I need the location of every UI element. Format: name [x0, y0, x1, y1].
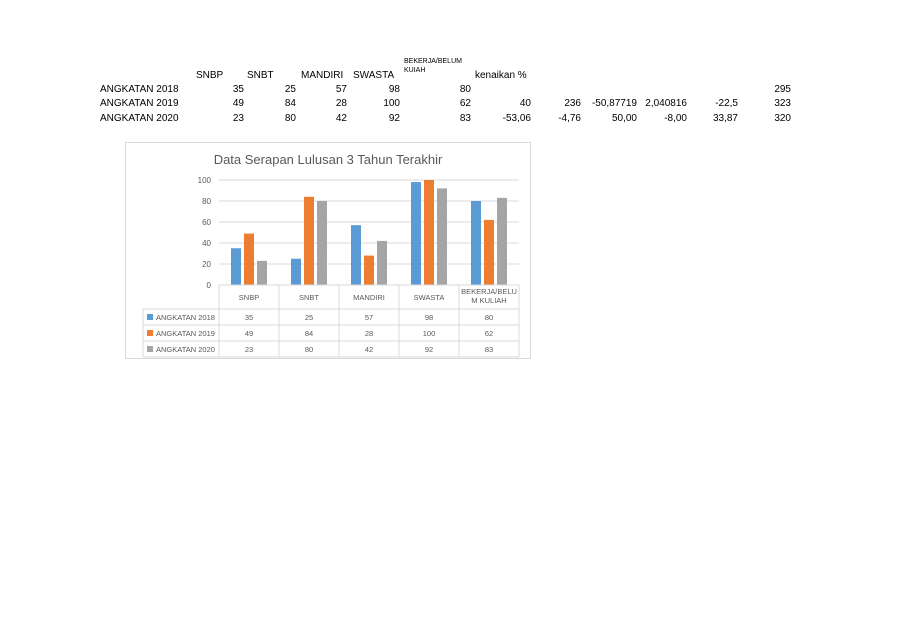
cell-value: 62	[459, 98, 471, 109]
cell-change: -22,5	[715, 98, 738, 109]
bar-angkatan-2019	[484, 219, 494, 285]
x-category-label: M KULIAH	[471, 296, 506, 305]
bar-angkatan-2020	[317, 201, 327, 285]
cell-total: 320	[774, 113, 791, 124]
header-bekerja: BEKERJA/BELUM KUIAH	[404, 58, 462, 74]
cell-value: 98	[388, 84, 400, 95]
bar-angkatan-2020	[437, 188, 447, 285]
data-table-value: 98	[425, 313, 433, 322]
cell-change: -53,06	[502, 113, 531, 124]
y-tick-label: 100	[198, 176, 212, 185]
data-table-value: 84	[305, 329, 313, 338]
cell-value: 92	[388, 113, 400, 124]
cell-value: 23	[232, 113, 244, 124]
cell-value: 49	[232, 98, 244, 109]
cell-change: 236	[564, 98, 581, 109]
y-tick-label: 80	[202, 197, 211, 206]
cell-value: 25	[284, 84, 296, 95]
bar-angkatan-2019	[424, 180, 434, 285]
cell-change: -4,76	[558, 113, 581, 124]
bar-angkatan-2019	[364, 255, 374, 285]
y-tick-label: 0	[207, 281, 212, 290]
header-snbt: SNBT	[247, 70, 274, 81]
cell-value: 80	[284, 113, 296, 124]
row-label: ANGKATAN 2020	[100, 113, 179, 124]
chart-title: Data Serapan Lulusan 3 Tahun Terakhir	[214, 152, 443, 167]
legend-swatch	[147, 314, 153, 320]
cell-change: 40	[519, 98, 531, 109]
data-table-value: 80	[305, 345, 313, 354]
cell-value: 80	[459, 84, 471, 95]
x-category-label: BEKERJA/BELU	[461, 287, 517, 296]
cell-change: 33,87	[712, 113, 738, 124]
bar-angkatan-2020	[497, 197, 507, 285]
legend-label: ANGKATAN 2020	[156, 345, 215, 354]
data-table-value: 49	[245, 329, 253, 338]
bar-angkatan-2018	[411, 182, 421, 285]
data-table-value: 35	[245, 313, 253, 322]
cell-total: 295	[774, 84, 791, 95]
bar-angkatan-2018	[471, 201, 481, 285]
data-table-value: 100	[423, 329, 436, 338]
data-table-value: 25	[305, 313, 313, 322]
cell-change: 50,00	[611, 113, 637, 124]
cell-change: 2,040816	[645, 98, 687, 109]
header-swasta: SWASTA	[353, 70, 395, 81]
y-tick-label: 20	[202, 260, 211, 269]
legend-label: ANGKATAN 2019	[156, 329, 215, 338]
x-category-label: SNBT	[299, 293, 319, 302]
data-table-value: 92	[425, 345, 433, 354]
bar-chart: Data Serapan Lulusan 3 Tahun Terakhir 0 20…	[142, 152, 520, 358]
cell-change: -8,00	[664, 113, 687, 124]
data-table-value: 28	[365, 329, 373, 338]
header-mandiri: MANDIRI	[301, 70, 344, 81]
data-table-value: 23	[245, 345, 253, 354]
bar-angkatan-2020	[377, 240, 387, 285]
bar-angkatan-2019	[244, 233, 254, 285]
cell-value: 35	[232, 84, 244, 95]
row-label: ANGKATAN 2019	[100, 98, 179, 109]
cell-change: -50,87719	[591, 98, 637, 109]
data-table-value: 80	[485, 313, 493, 322]
cell-value: 28	[335, 98, 347, 109]
header-snbp: SNBP	[196, 70, 224, 81]
chart-container[interactable]: Data Serapan Lulusan 3 Tahun Terakhir 0 20…	[125, 142, 531, 359]
cell-value: 100	[383, 98, 400, 109]
x-category-label: SNBP	[239, 293, 259, 302]
bar-angkatan-2018	[231, 248, 241, 285]
cell-value: 83	[459, 113, 471, 124]
data-table-value: 57	[365, 313, 373, 322]
data-table-value: 42	[365, 345, 373, 354]
y-tick-label: 40	[202, 239, 211, 248]
y-tick-label: 60	[202, 218, 211, 227]
header-kenaikan: kenaikan %	[475, 70, 527, 81]
bar-angkatan-2020	[257, 260, 267, 285]
cell-total: 323	[774, 98, 791, 109]
bar-angkatan-2019	[304, 196, 314, 285]
legend-swatch	[147, 330, 153, 336]
bar-angkatan-2018	[351, 225, 361, 285]
x-category-label: SWASTA	[414, 293, 445, 302]
legend-swatch	[147, 346, 153, 352]
cell-value: 57	[335, 84, 347, 95]
cell-value: 42	[335, 113, 347, 124]
data-table-value: 83	[485, 345, 493, 354]
row-label: ANGKATAN 2018	[100, 84, 179, 95]
x-category-label: MANDIRI	[353, 293, 385, 302]
bar-angkatan-2018	[291, 258, 301, 285]
cell-value: 84	[284, 98, 296, 109]
data-table-value: 62	[485, 329, 493, 338]
legend-label: ANGKATAN 2018	[156, 313, 215, 322]
